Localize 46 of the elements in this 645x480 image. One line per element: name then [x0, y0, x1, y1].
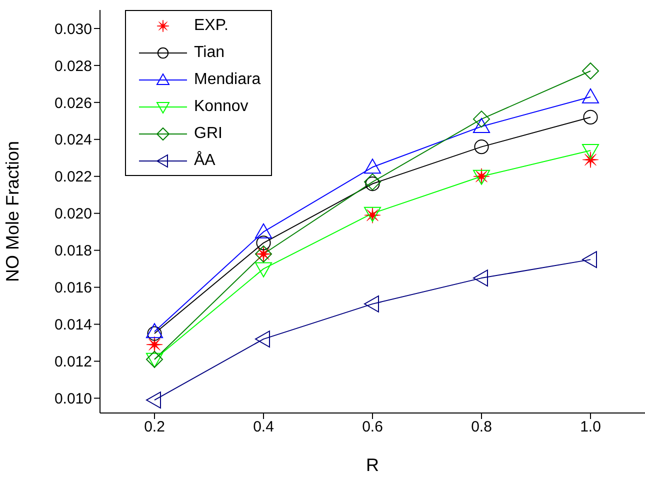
y-tick-label: 0.018 [54, 242, 92, 260]
y-tick-label: 0.028 [54, 58, 92, 75]
point [473, 270, 488, 287]
point [582, 62, 599, 80]
x-tick-label: 0.2 [144, 418, 165, 436]
legend-label: Konnov [194, 98, 248, 116]
y-tick-label: 0.014 [54, 316, 92, 334]
legend-label: ÅA [194, 152, 216, 170]
y-tick-label: 0.022 [54, 168, 92, 186]
legend-label: EXP. [194, 16, 228, 34]
point [473, 110, 490, 128]
y-tick-label: 0.024 [54, 132, 92, 149]
point [582, 151, 599, 168]
x-tick-label: 0.6 [362, 418, 383, 436]
y-axis-title: NO Mole Fraction [2, 140, 22, 282]
point [582, 251, 597, 268]
point [255, 262, 272, 278]
point [473, 118, 490, 133]
point [256, 236, 271, 250]
y-tick-label: 0.026 [54, 94, 92, 112]
x-axis-title: R [366, 455, 379, 475]
point [582, 88, 599, 104]
point [364, 158, 381, 174]
point [364, 173, 381, 190]
point [146, 323, 163, 338]
legend-label: Mendiara [194, 70, 261, 88]
y-tick-label: 0.020 [54, 206, 92, 223]
point [255, 330, 270, 348]
y-tick-label: 0.012 [54, 354, 92, 371]
y-tick-label: 0.016 [54, 280, 92, 297]
point [255, 223, 272, 238]
legend-label: Tian [194, 44, 225, 62]
point [365, 176, 380, 192]
point [146, 392, 161, 409]
point [147, 326, 162, 341]
point [583, 110, 598, 125]
x-tick-label: 0.4 [253, 418, 274, 436]
y-tick-label: 0.030 [54, 20, 92, 38]
point [364, 295, 379, 312]
legend-label: GRI [194, 124, 222, 142]
x-tick-label: 0.8 [471, 418, 492, 436]
y-tick-label: 0.010 [54, 390, 92, 408]
point [146, 336, 163, 353]
point [474, 140, 489, 154]
point [582, 144, 599, 159]
x-tick-label: 1.0 [580, 418, 601, 436]
